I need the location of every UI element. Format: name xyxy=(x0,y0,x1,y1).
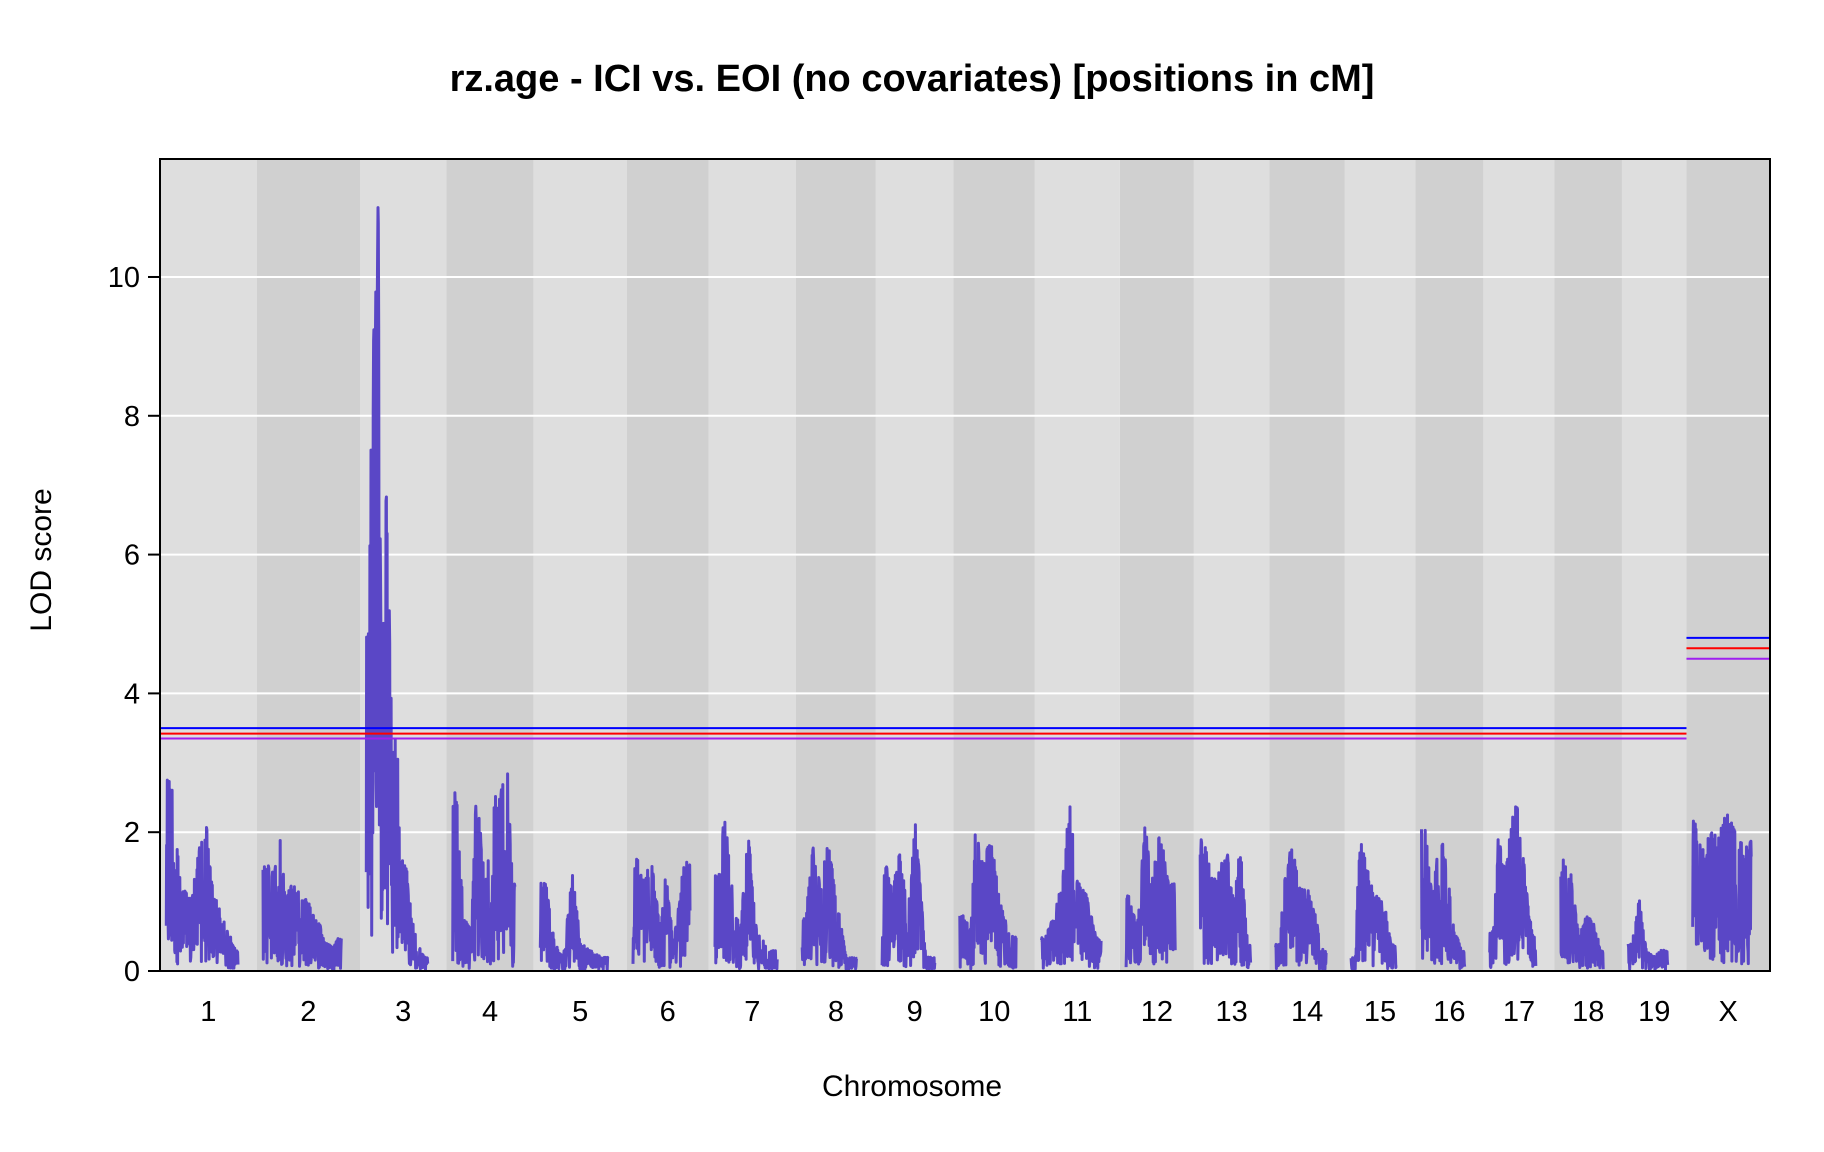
x-tick-label-15: 15 xyxy=(1364,996,1396,1028)
chromosome-band-10 xyxy=(953,159,1035,971)
chromosome-band-4 xyxy=(446,159,534,971)
y-tick-label-8: 8 xyxy=(124,401,140,433)
lod-curves xyxy=(164,206,1753,972)
lod-curve-chr-5 xyxy=(538,874,610,972)
lod-curve-chr-8 xyxy=(800,846,859,972)
x-axis: 1 2 3 4 5 6 7 8 9 10 11 12 13 14 15 16 17 18 19 X xyxy=(200,996,1738,1028)
chart-title: rz.age - ICI vs. EOI (no covariates) [po… xyxy=(449,58,1375,100)
y-tick-label-6: 6 xyxy=(124,540,140,572)
x-tick-label-4: 4 xyxy=(482,996,498,1028)
y-tick-label-2: 2 xyxy=(124,817,140,849)
x-tick-label-14: 14 xyxy=(1291,996,1323,1028)
chromosome-band-19 xyxy=(1621,159,1687,971)
x-tick-label-9: 9 xyxy=(907,996,923,1028)
lod-curve-chr-6 xyxy=(631,857,692,969)
plot-frame xyxy=(159,158,1771,972)
x-tick-label-13: 13 xyxy=(1216,996,1248,1028)
x-tick-label-2: 2 xyxy=(300,996,316,1028)
threshold-lines xyxy=(160,636,1770,740)
lod-curve-chr-2 xyxy=(261,839,343,972)
chromosome-band-12 xyxy=(1119,159,1194,971)
lod-curve-chr-10 xyxy=(958,833,1018,971)
x-tick-label-5: 5 xyxy=(572,996,588,1028)
lod-curve-chr-16 xyxy=(1420,828,1467,970)
chromosome-band-6 xyxy=(626,159,709,971)
lod-curve-chr-4 xyxy=(451,772,517,970)
lod-curve-chr-1 xyxy=(164,778,240,970)
x-tick-label-17: 17 xyxy=(1503,996,1535,1028)
x-tick-label-19: 19 xyxy=(1638,996,1670,1028)
x-axis-label: Chromosome xyxy=(821,1070,1003,1103)
chromosome-band-18 xyxy=(1554,159,1622,971)
x-tick-label-12: 12 xyxy=(1141,996,1173,1028)
chromosome-band-13 xyxy=(1193,159,1270,971)
lod-curve-chr-7 xyxy=(713,820,779,971)
y-axis: 0 2 4 6 8 10 xyxy=(108,262,160,988)
lod-curve-chr-13 xyxy=(1198,838,1253,970)
y-tick-label-4: 4 xyxy=(124,678,140,710)
chromosome-band-8 xyxy=(795,159,876,971)
y-tick-label-10: 10 xyxy=(108,262,140,294)
x-tick-label-X: X xyxy=(1719,996,1738,1028)
x-tick-label-7: 7 xyxy=(744,996,760,1028)
lod-curve-chr-15 xyxy=(1349,843,1398,971)
x-tick-label-10: 10 xyxy=(978,996,1010,1028)
x-tick-label-11: 11 xyxy=(1062,996,1092,1028)
x-tick-label-1: 1 xyxy=(200,996,216,1028)
chromosome-band-15 xyxy=(1344,159,1416,971)
lod-curve-chr-12 xyxy=(1124,826,1177,968)
lod-curve-chr-3 xyxy=(364,206,430,972)
lod-curve-chr-X xyxy=(1691,813,1753,966)
lod-curve-chr-9 xyxy=(880,823,937,971)
lod-curve-chr-11 xyxy=(1040,805,1103,970)
x-tick-label-16: 16 xyxy=(1433,996,1465,1028)
lod-curve-chr-19 xyxy=(1626,899,1670,972)
chromosome-band-2 xyxy=(256,159,360,971)
chromosome-band-5 xyxy=(533,159,627,971)
chromosome-bands xyxy=(160,159,1770,971)
x-tick-label-8: 8 xyxy=(828,996,844,1028)
chromosome-band-14 xyxy=(1269,159,1345,971)
lod-curve-chr-18 xyxy=(1559,858,1605,970)
lod-curve-chr-17 xyxy=(1488,805,1538,969)
lod-curve-chr-14 xyxy=(1274,848,1328,971)
x-tick-label-3: 3 xyxy=(395,996,411,1028)
x-tick-label-18: 18 xyxy=(1572,996,1604,1028)
y-tick-label-0: 0 xyxy=(124,956,140,988)
x-tick-label-6: 6 xyxy=(660,996,676,1028)
chromosome-band-11 xyxy=(1034,159,1120,971)
grid-lines xyxy=(160,275,1770,834)
